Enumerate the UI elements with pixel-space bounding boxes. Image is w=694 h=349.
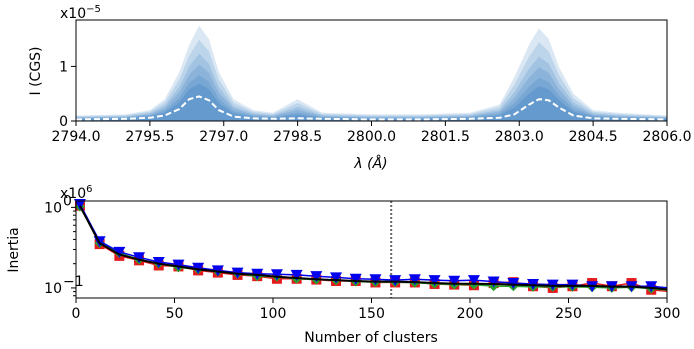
inertia-point (113, 246, 126, 258)
inertia-line (79, 205, 668, 291)
inertia-y-tick-label: 10 (44, 200, 62, 216)
inertia-point (330, 272, 343, 284)
spectra-x-tick-label: 2798.5 (273, 129, 322, 145)
inertia-point (270, 269, 283, 281)
spectra-x-tick-label: 2800.0 (347, 129, 396, 145)
spectra-y-axis-label: I (CGS) (28, 46, 44, 95)
spectra-x-tick-label: 2804.5 (569, 129, 618, 145)
inertia-point (152, 256, 165, 268)
inertia-point (369, 274, 382, 286)
inertia-point (448, 275, 461, 287)
spectra-x-tick-label: 2803.0 (495, 129, 544, 145)
inertia-offset-label: x106 (60, 184, 92, 202)
spectra-x-tick-label: 2797.0 (199, 129, 248, 145)
inertia-x-tick-label: 0 (72, 306, 81, 322)
spectra-x-axis-label: λ (Å) (353, 155, 387, 172)
spectra-x-tick-label: 2801.5 (421, 129, 470, 145)
inertia-point (467, 275, 480, 287)
inertia-point (310, 271, 323, 283)
inertia-x-tick-label: 200 (457, 306, 484, 322)
spectra-y-tick-label: 1 (59, 59, 68, 75)
inertia-point (172, 259, 185, 271)
inertia-x-tick-label: 300 (654, 306, 681, 322)
inertia-point (349, 273, 362, 285)
inertia-point (487, 276, 500, 288)
inertia-series-line (79, 205, 668, 291)
inertia-y-tick-label: 10 (44, 281, 62, 297)
inertia-x-tick-label: 150 (358, 306, 385, 322)
inertia-x-ticks: 0 50 100 150 200 250 300 (72, 298, 681, 322)
inertia-point (73, 199, 86, 211)
inertia-point (133, 252, 146, 264)
spectra-band-0 (76, 25, 667, 121)
inertia-point (192, 262, 205, 274)
inertia-x-axis-label: Number of clusters (304, 330, 438, 346)
inertia-x-tick-label: 50 (166, 306, 184, 322)
spectra-band-2 (76, 53, 667, 121)
spectra-bands (76, 25, 667, 122)
inertia-point (408, 274, 421, 286)
spectra-y-tick-label: 0 (59, 114, 68, 130)
spectra-panel: 2794.0 2795.5 2797.0 2798.5 2800.0 2801.5 2803… (28, 4, 692, 172)
inertia-x-tick-label: 100 (260, 306, 287, 322)
spectra-band-3 (76, 64, 667, 121)
mean-spectrum-line (75, 95, 668, 121)
spectra-band-1 (76, 39, 667, 122)
inertia-y-tick-exp: 0 (63, 193, 72, 209)
inertia-point (645, 281, 658, 293)
inertia-y-tick-exp: −1 (63, 274, 84, 290)
spectra-y-ticks: 01 (59, 59, 76, 130)
inertia-point (428, 275, 441, 287)
spectra-x-tick-label: 2806.0 (643, 129, 692, 145)
inertia-point (507, 278, 520, 290)
inertia-y-axis-label: Inertia (6, 227, 22, 272)
spectra-x-tick-label: 2794.0 (52, 129, 101, 145)
inertia-series (73, 199, 668, 295)
inertia-x-tick-label: 250 (555, 306, 582, 322)
spectra-x-tick-label: 2795.5 (125, 129, 174, 145)
spectra-offset-label: x10−5 (60, 4, 101, 22)
spectra-band-4 (76, 75, 667, 121)
inertia-point (290, 269, 303, 281)
spectra-x-ticks: 2794.0 2795.5 2797.0 2798.5 2800.0 2801.5 2803… (52, 121, 692, 145)
